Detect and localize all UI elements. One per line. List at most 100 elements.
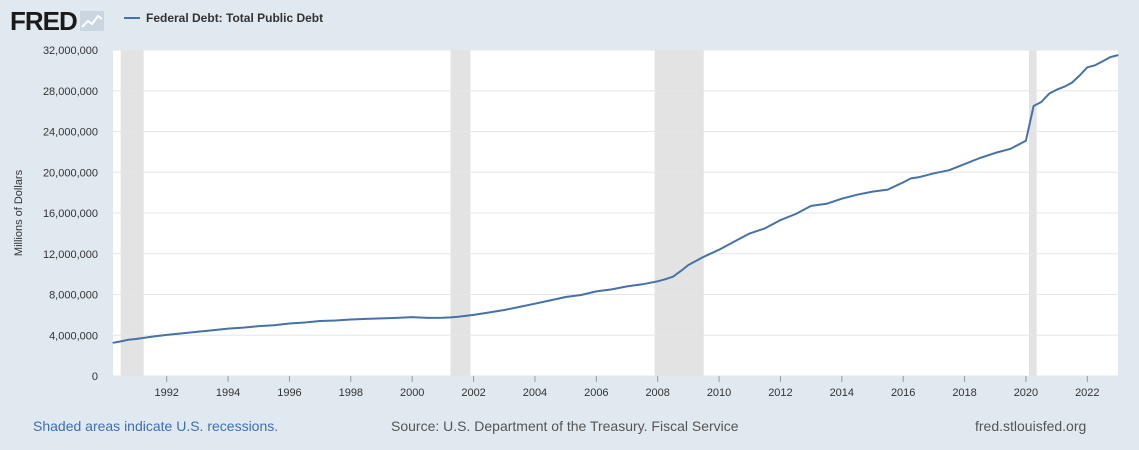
legend-series-swatch [124,17,140,19]
series-point [1033,105,1035,107]
series-point [1079,74,1081,77]
series-point [1086,66,1088,68]
x-tick-label: 2018 [952,387,976,399]
series-point [994,152,996,154]
series-point [150,336,152,338]
x-tick-label: 2016 [891,387,915,399]
y-tick-label: 20,000,000 [43,167,98,179]
series-point [841,198,843,200]
series-point [212,329,214,331]
series-point [503,309,505,311]
y-tick-label: 8,000,000 [49,290,98,302]
series-point [1048,93,1050,95]
series-point [127,339,129,341]
y-tick-label: 0 [92,371,98,383]
series-point [304,321,306,324]
fred-logo-text: FRED [10,5,78,36]
series-point [871,191,874,193]
x-tick-label: 1998 [339,387,363,399]
series-point [472,314,475,316]
x-tick-label: 2000 [400,387,424,399]
series-point [411,316,413,318]
legend-series-label: Federal Debt: Total Public Debt [146,11,324,25]
x-tick-label: 1992 [154,387,178,399]
series-point [1109,56,1111,58]
series-point [672,276,674,278]
y-tick-label: 28,000,000 [43,86,98,98]
series-point [319,320,321,322]
recession-note-link[interactable]: Shaded areas indicate U.S. recessions. [33,418,279,434]
legend[interactable]: Federal Debt: Total Public Debt [124,11,323,25]
y-tick-label: 24,000,000 [43,127,98,139]
series-point [457,316,459,318]
series-point [657,280,659,282]
x-tick-label: 2022 [1075,387,1099,399]
series-point [779,219,782,221]
y-tick-label: 16,000,000 [43,208,98,220]
y-axis-ticks: 0 4,000,000 8,000,000 12,000,000 16,000,000 2… [43,45,98,383]
series-point [334,319,337,322]
series-point [948,169,950,171]
y-tick-label: 32,000,000 [43,45,98,57]
series-point [1009,148,1012,150]
series-point [426,317,429,319]
series-point [242,327,245,329]
series-point [611,288,613,291]
series-point [135,338,137,340]
x-tick-label: 2020 [1014,387,1038,399]
series-point [1094,64,1096,66]
series-point [1040,101,1042,103]
series-point [449,316,452,319]
series-point [258,325,260,327]
chart-header: FRED Federal Debt: Total Public Debt [0,0,1139,42]
series-point [1102,60,1104,62]
series-point [350,318,352,321]
series-point [810,205,812,207]
series-layer [112,54,1119,344]
series-point [733,240,736,243]
series-point [1017,144,1019,146]
series-point [641,283,643,285]
site-link[interactable]: fred.stlouisfed.org [975,418,1087,434]
y-axis-label: Millions of Dollars [13,169,25,256]
series-point [1063,86,1065,88]
series-point [902,181,904,184]
series-point [488,311,490,314]
series-point [680,270,682,272]
y-tick-label: 4,000,000 [49,330,98,342]
source-note: Source: U.S. Department of the Treasury.… [391,418,739,434]
x-tick-label: 1994 [216,387,240,399]
series-point [933,172,935,174]
x-tick-label: 2002 [461,387,485,399]
series-point [764,227,766,229]
series-point [963,163,966,165]
gridlines [113,49,1118,377]
series-point [664,278,666,280]
series-point [442,317,444,319]
series-point [703,256,705,258]
series-point [626,285,628,287]
fred-graph-icon [79,11,104,31]
fred-logo[interactable]: FRED [10,5,104,36]
series-point [288,322,291,325]
series-point [380,317,383,320]
series-point [595,290,597,293]
series-point [580,294,582,296]
series-point [196,331,198,333]
series-point [365,318,367,320]
chart-area[interactable]: 0 4,000,000 8,000,000 12,000,000 16,000,000 2… [0,0,1139,410]
x-tick-label: 1996 [277,387,301,399]
series-point [687,264,689,266]
x-tick-label: 2008 [645,387,669,399]
series-point [718,249,720,251]
series-point [749,232,751,234]
series-point [979,157,981,159]
x-tick-label: 2010 [707,387,731,399]
series-point [825,203,828,205]
series-point [166,334,168,336]
series-point [565,296,567,298]
x-axis-ticks: 1992 1994 1996 1998 2000 2002 2004 2006 2008 2010… [154,376,1100,399]
series-point [534,303,536,305]
x-tick-label: 2006 [584,387,608,399]
series-point [795,213,797,215]
